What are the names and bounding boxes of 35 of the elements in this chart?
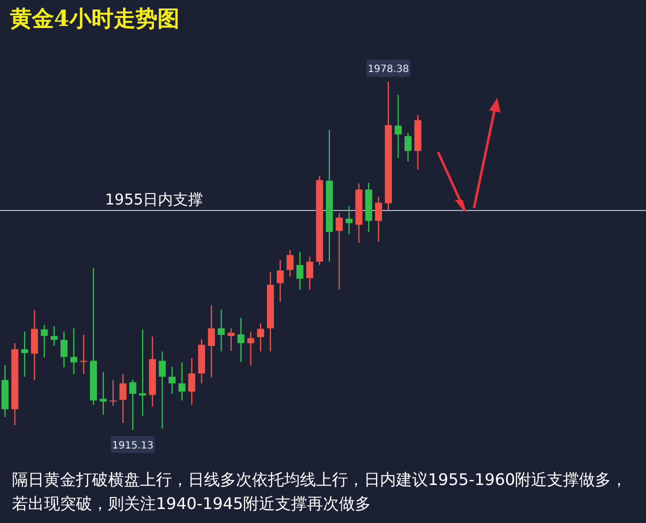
candlestick (100, 371, 107, 416)
ref-line-label: 1955日内支撑 (105, 190, 204, 208)
candlestick (404, 132, 412, 162)
candlestick (286, 249, 294, 278)
candlestick (21, 330, 28, 378)
candlestick (178, 362, 186, 402)
candlestick (237, 317, 244, 362)
candlestick (228, 328, 235, 352)
candlestick (346, 205, 353, 235)
candlestick (129, 378, 136, 431)
candlestick (336, 212, 343, 290)
text: 隔日黄金打破横盘上行，日线多次依托均线上行，日内建议1955-1960附近支撑做多，若出现突破，则关注1940-1945附近支撑再次做多 (12, 469, 628, 515)
candlestick (188, 357, 196, 406)
candlestick (80, 334, 88, 375)
candlestick (276, 259, 284, 302)
candlestick (119, 373, 126, 424)
candlestick (60, 330, 68, 368)
candlestick (247, 330, 254, 366)
candlestick (40, 324, 48, 358)
annotation: 1915.13 (112, 440, 154, 452)
candlestick (158, 350, 166, 430)
candlestick (394, 94, 402, 159)
candlestick (375, 196, 382, 242)
annotation: 1978.38 (368, 64, 410, 76)
candlestick (110, 379, 117, 407)
chart-title: 黄金4小时走势图 (10, 5, 180, 34)
candlestick (168, 366, 176, 394)
candlestick (306, 256, 314, 290)
candlestick (296, 251, 304, 290)
candlestick (70, 328, 78, 375)
candlestick (257, 322, 264, 352)
candlestick (218, 308, 225, 352)
candlestick (208, 304, 215, 378)
candlestick (139, 328, 146, 416)
candlestick (50, 325, 58, 347)
